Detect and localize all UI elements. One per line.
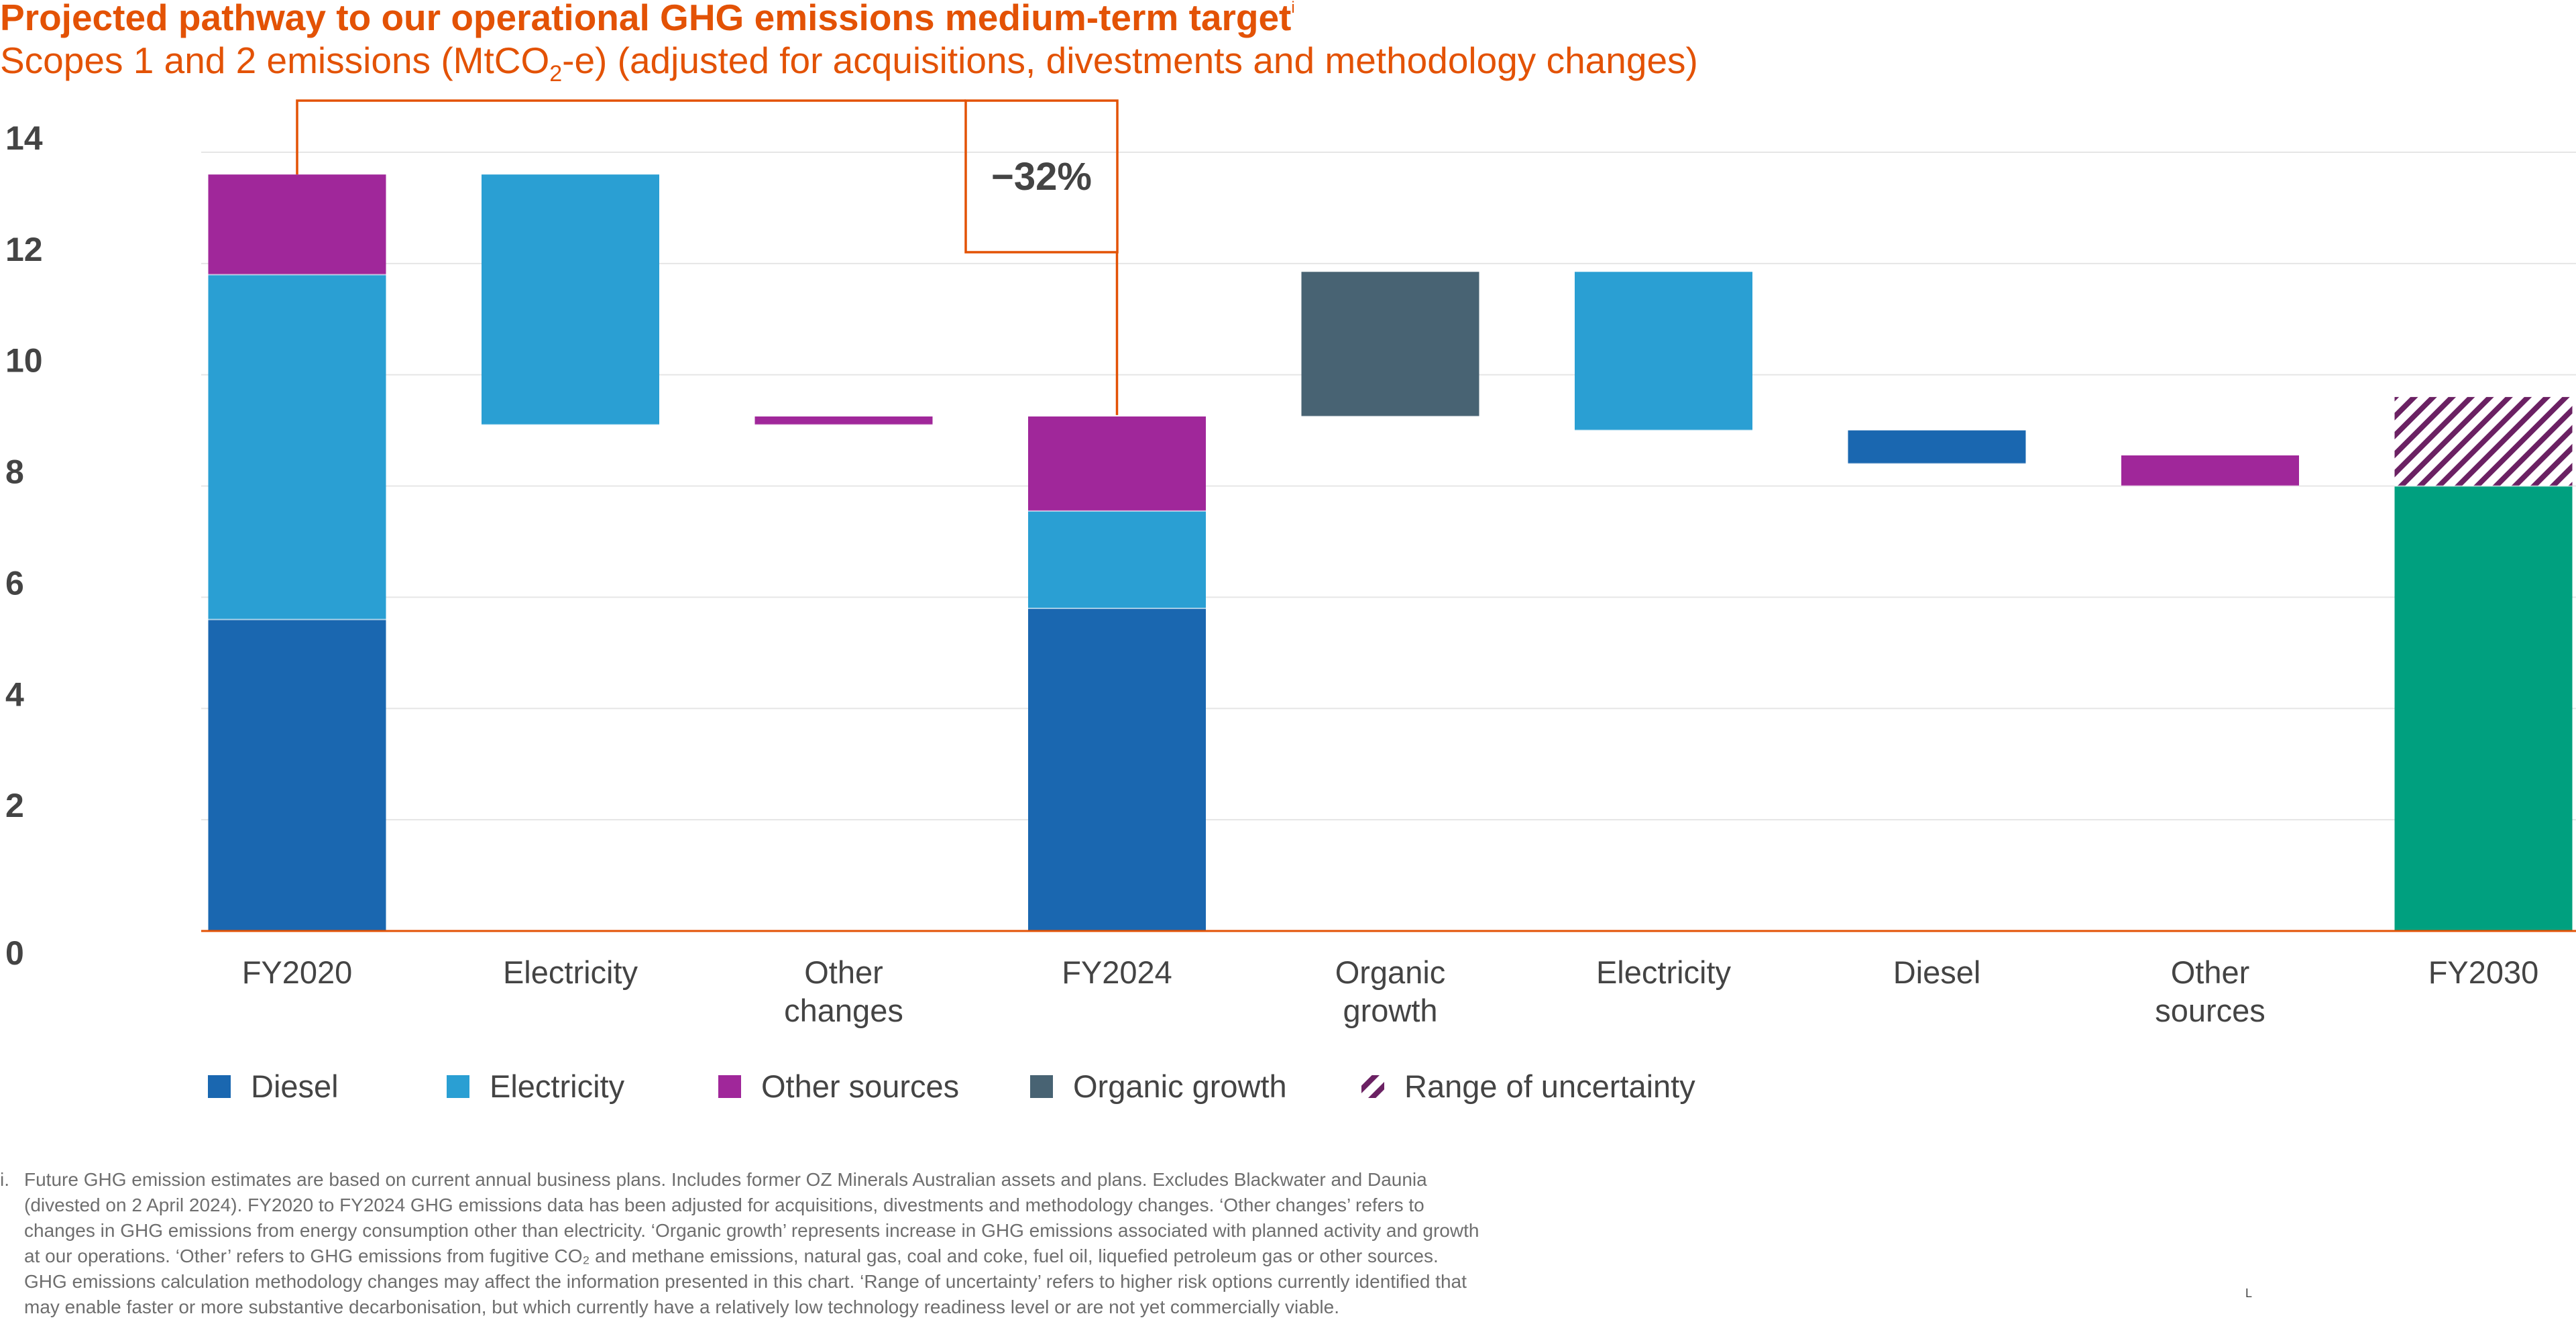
y-tick-label: 8: [5, 453, 24, 491]
bar-segment-diesel: [1848, 430, 2026, 464]
x-tick-label: FY2024: [1062, 954, 1172, 990]
legend-label-electricity: Electricity: [490, 1068, 625, 1104]
legend-label-organic-growth: Organic growth: [1073, 1068, 1287, 1104]
x-tick-label: FY2030: [2428, 954, 2539, 990]
x-tick-label: FY2020: [242, 954, 353, 990]
chart-subtitle: Scopes 1 and 2 emissions (MtCO2-e) (adju…: [0, 40, 1698, 87]
x-tick-label: Electricity: [503, 954, 638, 990]
footnote-line: (divested on 2 April 2024). FY2020 to FY…: [24, 1195, 1424, 1215]
bar-segment-other-sources: [1028, 416, 1206, 511]
bars: [201, 174, 2576, 932]
corner-mark: L: [2245, 1286, 2253, 1300]
footnote-number: i.: [0, 1169, 9, 1190]
bar-segment-electricity: [1575, 272, 1752, 431]
bar-segment-fy2030: [2394, 486, 2573, 931]
y-tick-label: 10: [5, 342, 43, 380]
footnote-text: Future GHG emission estimates are based …: [24, 1167, 1717, 1320]
annotation-left-arm: [296, 99, 966, 175]
chart-title: Projected pathway to our operational GHG…: [0, 0, 1295, 38]
legend-label-other-sources: Other sources: [761, 1068, 959, 1104]
legend-swatch-electricity: [447, 1075, 469, 1098]
footnote: i. Future GHG emission estimates are bas…: [0, 1167, 1717, 1320]
footnote-line: changes in GHG emissions from energy con…: [24, 1220, 1479, 1241]
title-footnote-marker: i: [1291, 0, 1295, 17]
bar-segment-diesel: [208, 619, 386, 931]
bar-segment-electricity: [208, 274, 386, 620]
legend-label-diesel: Diesel: [251, 1068, 339, 1104]
x-tick-label: sources: [2155, 993, 2265, 1028]
bar-segment-other-sources: [2121, 455, 2299, 486]
y-tick-label: 0: [5, 934, 24, 972]
bar-segment-other-sources: [754, 416, 933, 425]
y-tick-label: 6: [5, 564, 24, 602]
bar-segment-diesel: [1028, 608, 1206, 931]
legend-swatch-diesel: [208, 1075, 231, 1098]
legend-label-range-of-uncertainty: Range of uncertainty: [1404, 1068, 1695, 1104]
y-tick-label: 2: [5, 787, 24, 824]
x-tick-label: Diesel: [1893, 954, 1981, 990]
annotation-percent-label: −32%: [991, 155, 1092, 199]
legend-swatch-organic-growth: [1030, 1075, 1053, 1098]
x-tick-label: Other: [804, 954, 883, 990]
x-tick-label: Other: [2171, 954, 2250, 990]
y-tick-label: 12: [5, 231, 43, 268]
footnote-line: at our operations. ‘Other’ refers to GHG…: [24, 1246, 1439, 1266]
footnote-line: Future GHG emission estimates are based …: [24, 1169, 1427, 1190]
footnote-line: may enable faster or more substantive de…: [24, 1297, 1339, 1317]
x-tick-label: Electricity: [1596, 954, 1732, 990]
y-axis-ticks: 0 2 4 6 8 10 12 14: [5, 119, 43, 972]
x-tick-label: growth: [1343, 993, 1437, 1028]
legend-swatch-range-of-uncertainty: [1361, 1075, 1384, 1098]
change-annotation: −32%: [296, 99, 1119, 415]
bar-segment-range-of-uncertainty: [2394, 396, 2573, 486]
y-tick-label: 4: [5, 675, 24, 713]
bar-segment-electricity: [1028, 510, 1206, 609]
legend: Diesel Electricity Other sources Organic gr…: [208, 1068, 1695, 1104]
annotation-box: [964, 99, 1119, 254]
y-tick-label: 14: [5, 119, 43, 157]
bar-segment-other-sources: [208, 174, 386, 275]
legend-swatch-other-sources: [718, 1075, 741, 1098]
x-tick-label: Organic: [1335, 954, 1446, 990]
bar-segment-organic-growth: [1301, 272, 1479, 417]
footnote-line: GHG emissions calculation methodology ch…: [24, 1271, 1467, 1292]
x-tick-label: changes: [784, 993, 903, 1028]
bar-segment-electricity: [482, 174, 659, 425]
